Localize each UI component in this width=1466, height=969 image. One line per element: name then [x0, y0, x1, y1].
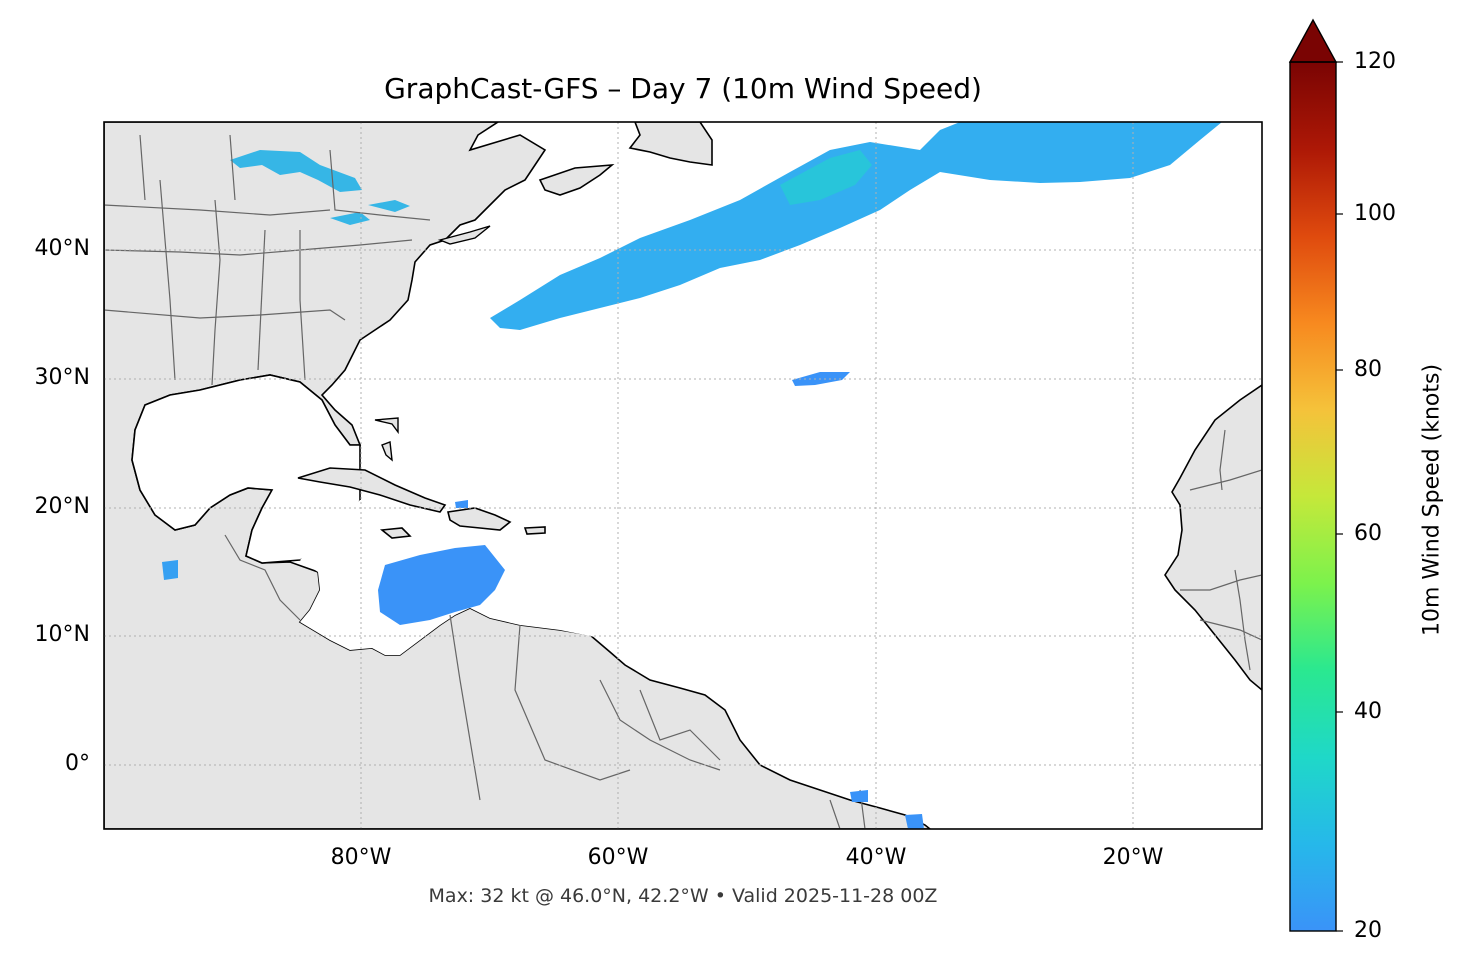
colorbar-ticks	[1336, 61, 1343, 932]
colorbar-tick-40: 40	[1354, 699, 1382, 724]
jamaica	[379, 527, 412, 539]
great-lakes	[230, 150, 410, 225]
wind-patch-hispaniola	[455, 500, 468, 508]
wind-patch-east-pacific	[162, 560, 178, 580]
lat-label-40n: 40°N	[34, 236, 90, 261]
map-frame	[103, 121, 1263, 830]
colorbar-title: 10m Wind Speed (knots)	[1419, 363, 1445, 637]
bahamas	[374, 417, 399, 462]
nova-scotia	[538, 163, 615, 196]
cuba	[297, 467, 447, 513]
gridlines	[104, 122, 1262, 829]
colorbar-tick-20: 20	[1354, 918, 1382, 943]
lat-label-30n: 30°N	[34, 365, 90, 390]
lat-label-10n: 10°N	[34, 622, 90, 647]
colorbar	[1288, 18, 1343, 932]
colorbar-tick-80: 80	[1354, 357, 1382, 382]
chart-title: GraphCast-GFS – Day 7 (10m Wind Speed)	[384, 72, 982, 105]
colorbar-gradient	[1290, 62, 1336, 931]
puerto-rico	[523, 526, 546, 535]
lat-label-20n: 20°N	[34, 494, 90, 519]
lat-label-0: 0°	[65, 751, 90, 776]
country-borders	[104, 134, 1262, 829]
wind-patch-brazil	[850, 790, 924, 829]
lon-label-60w: 60°W	[587, 845, 649, 870]
colorbar-tick-60: 60	[1354, 521, 1382, 546]
lon-label-80w: 80°W	[330, 845, 392, 870]
colorbar-frame	[1289, 61, 1337, 932]
wind-caribbean	[378, 545, 505, 625]
long-island	[437, 225, 491, 245]
map-area	[104, 122, 1262, 829]
wind-max-area	[780, 150, 872, 205]
africa-land	[1164, 384, 1262, 692]
colorbar-extend-arrow	[1288, 18, 1338, 63]
wind-band-jet	[490, 122, 1222, 330]
colorbar-tick-100: 100	[1354, 201, 1396, 226]
colorbar-tick-120: 120	[1354, 49, 1396, 74]
lon-label-20w: 20°W	[1102, 845, 1164, 870]
footer-note: Max: 32 kt @ 46.0°N, 42.2°W • Valid 2025…	[428, 885, 938, 907]
hispaniola	[447, 507, 512, 531]
wind-speed-field	[162, 122, 1222, 829]
lon-label-40w: 40°W	[845, 845, 907, 870]
newfoundland	[628, 122, 713, 166]
